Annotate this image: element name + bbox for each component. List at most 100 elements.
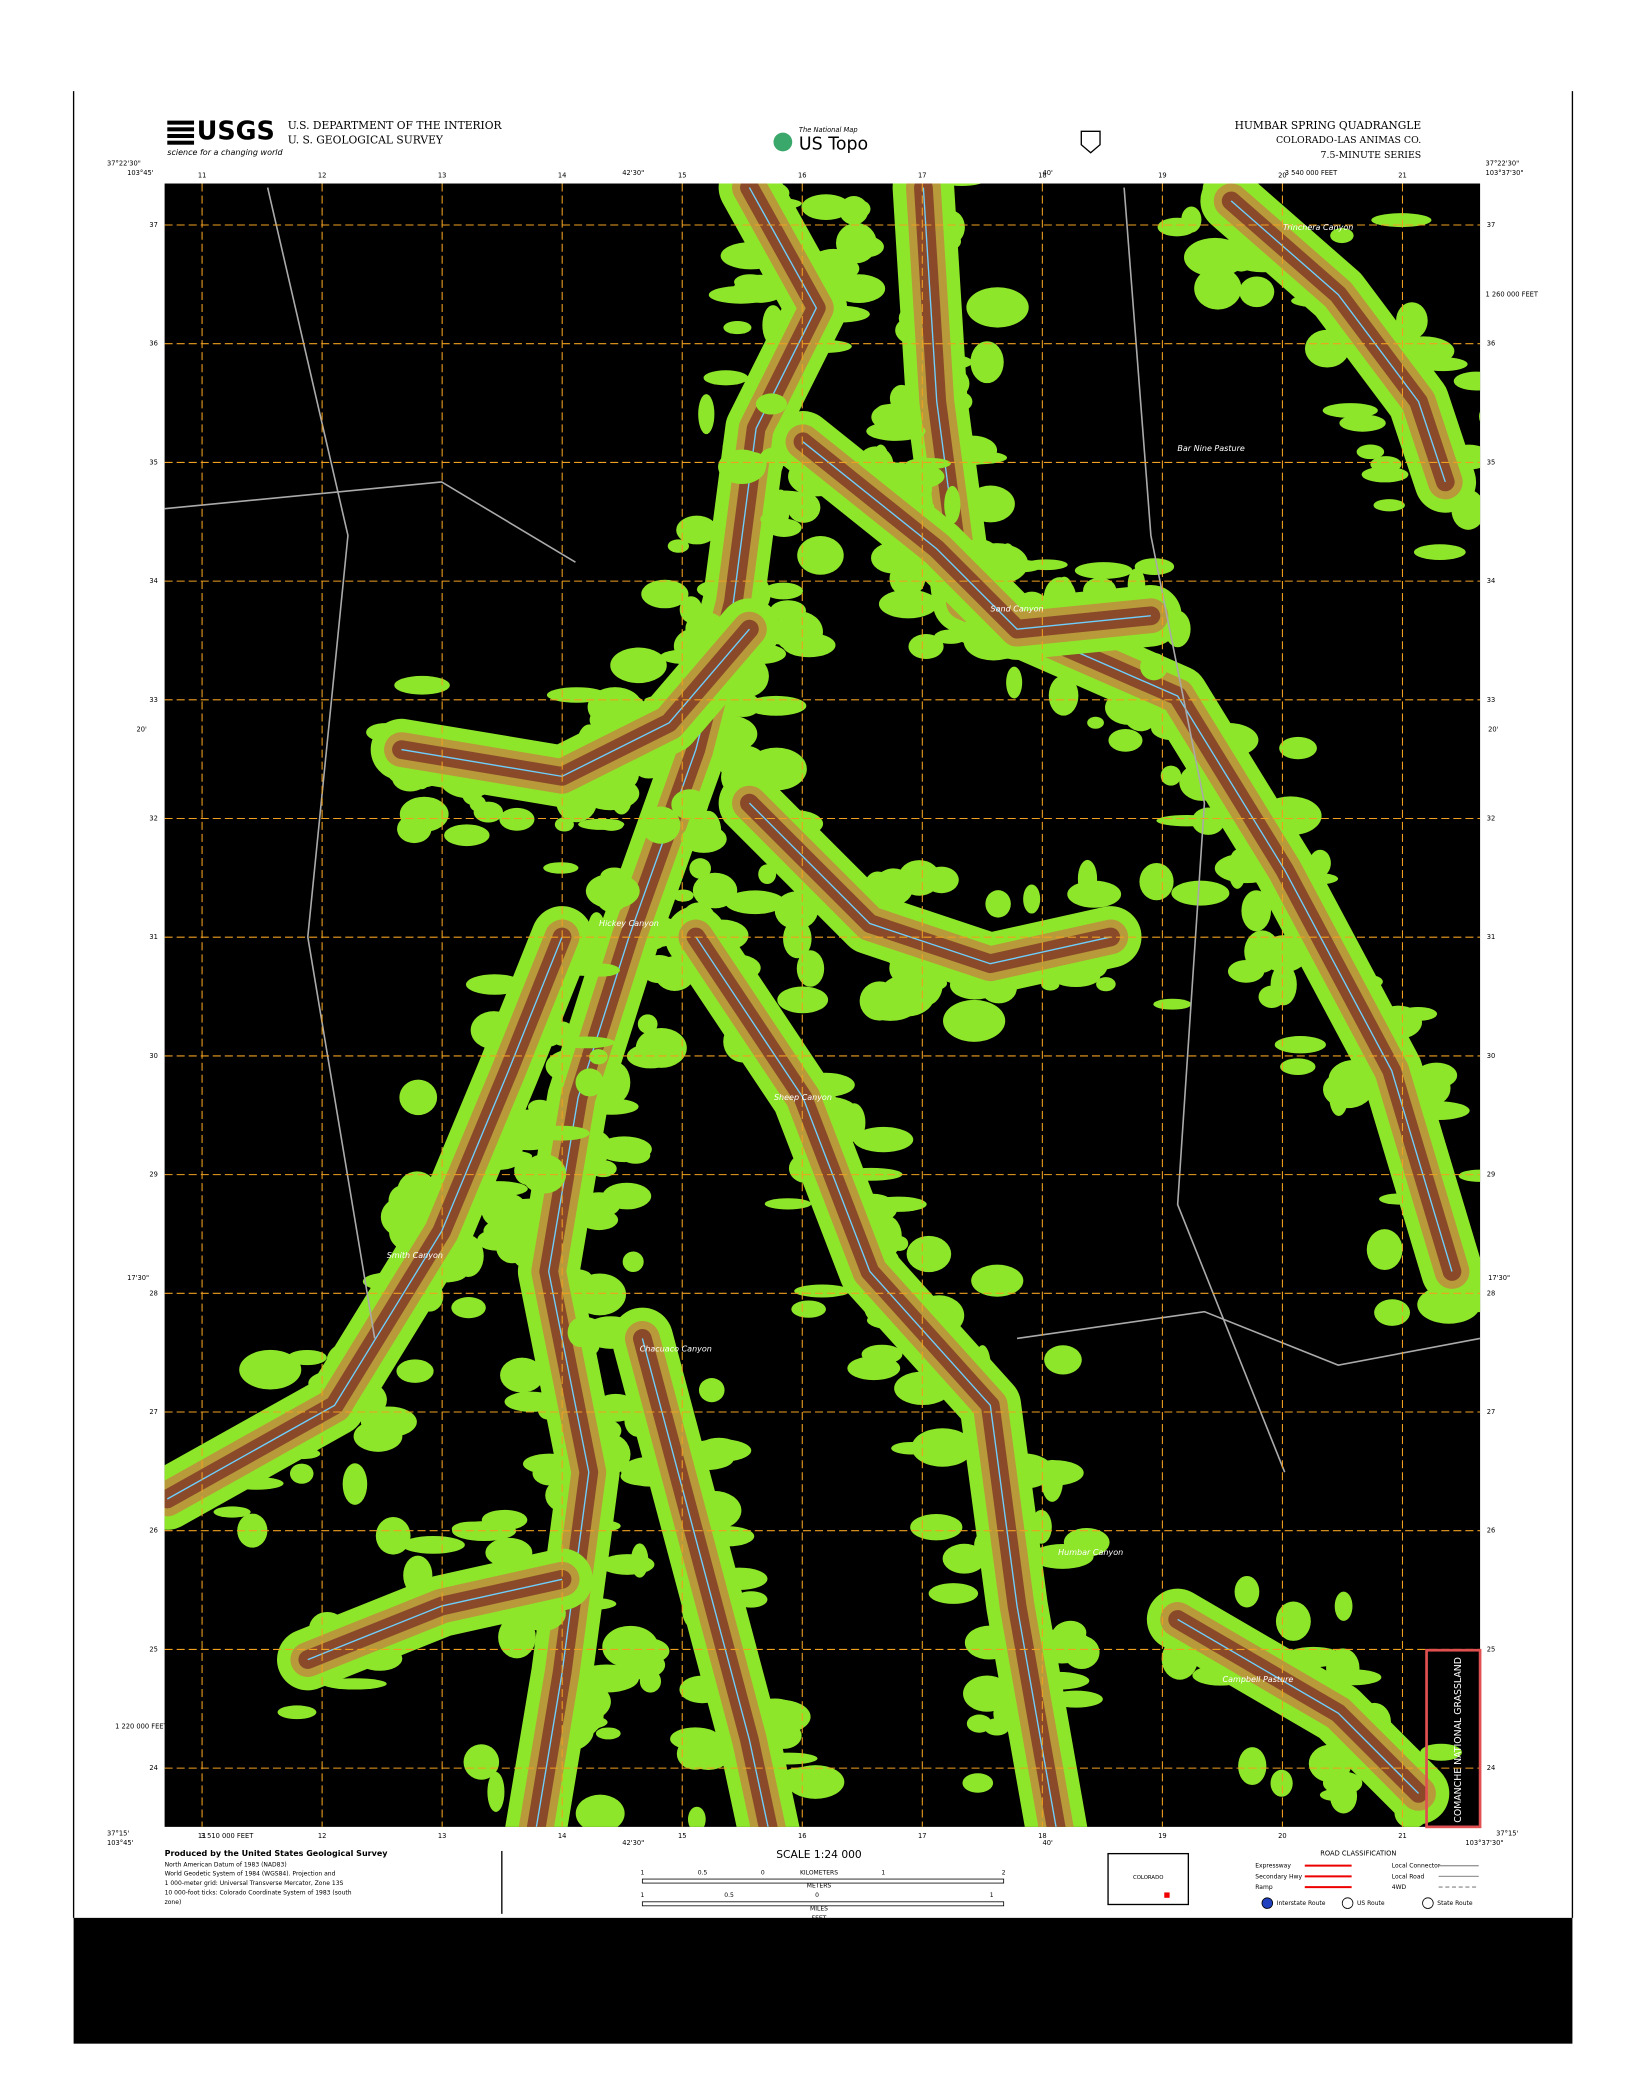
vegetation — [755, 393, 787, 415]
stream — [922, 187, 1453, 1272]
topo-logo — [773, 132, 793, 152]
place-name: Hickey Canyon — [599, 919, 659, 928]
vegetation — [966, 287, 1029, 328]
mile-tick: 1 — [990, 1892, 994, 1899]
vegetation — [589, 1049, 608, 1065]
national-map: The National Map — [799, 126, 858, 134]
coordinate-label: 1 220 000 FEET — [115, 1723, 168, 1731]
vegetation — [399, 796, 449, 832]
northing-label: 24 — [1487, 1764, 1496, 1772]
note: World Geodetic System of 1984 (WGS84). P… — [165, 1871, 336, 1878]
vegetation — [463, 1744, 500, 1780]
vegetation — [698, 394, 715, 435]
northing-label: 34 — [149, 577, 158, 585]
vegetation — [639, 1669, 662, 1693]
easting-label: 19 — [1158, 1832, 1167, 1840]
coordinate-label: 103°45' — [127, 169, 154, 177]
vegetation — [963, 1675, 1012, 1712]
northing-label: 35 — [149, 458, 158, 466]
easting-label: 15 — [678, 171, 687, 179]
easting-label: 14 — [558, 1832, 567, 1840]
vegetation — [1274, 1036, 1326, 1054]
vegetation — [910, 1514, 963, 1541]
road-type: Local Road — [1392, 1873, 1425, 1880]
vegetation — [667, 539, 690, 553]
easting-label: 17 — [918, 171, 927, 179]
coordinate-label: 37°15' — [107, 1830, 129, 1838]
vegetation — [1031, 1544, 1094, 1569]
road-legend: Expressway Secondary Hwy Ramp Local Connect… — [1255, 1863, 1479, 1909]
northing-label: 26 — [1487, 1527, 1496, 1535]
easting-label: 20 — [1278, 171, 1287, 179]
vegetation — [1171, 880, 1230, 906]
vegetation — [521, 1154, 567, 1194]
vegetation — [783, 919, 812, 959]
coordinate-label: 40' — [1042, 1839, 1053, 1847]
vegetation — [1361, 466, 1409, 483]
note: zone) — [165, 1899, 182, 1906]
coordinate-label: 3 540 000 FEET — [1285, 169, 1338, 177]
vegetation — [277, 1705, 317, 1720]
northing-label: 32 — [1487, 815, 1496, 823]
vegetation — [1280, 1058, 1316, 1075]
vegetation — [595, 1727, 621, 1740]
northing-label: 36 — [1487, 340, 1496, 348]
vegetation — [985, 890, 1011, 918]
vegetation — [1044, 1345, 1082, 1375]
vegetation — [1139, 862, 1174, 901]
state-locator — [1107, 1852, 1190, 1906]
vegetation — [487, 1771, 505, 1812]
coordinate-label: 37°22'30" — [107, 159, 141, 167]
vegetation — [703, 370, 749, 386]
vegetation — [1006, 666, 1023, 699]
vegetation — [1241, 890, 1272, 932]
vegetation — [853, 1126, 914, 1153]
coordinate-label: 103°37'30" — [1485, 169, 1523, 177]
vegetation — [1140, 652, 1168, 681]
vegetation — [1371, 213, 1432, 228]
vegetation — [1420, 1743, 1462, 1761]
vegetation — [1153, 998, 1192, 1010]
vegetation — [289, 1463, 314, 1484]
stream — [1177, 1618, 1420, 1794]
vegetation — [764, 1198, 812, 1210]
shield-label: State Route — [1437, 1900, 1473, 1907]
easting-label: 15 — [678, 1832, 687, 1840]
vegetation — [543, 862, 579, 874]
vegetation — [375, 1516, 411, 1555]
producer: Produced by the United States Geological… — [165, 1849, 389, 1858]
series: 7.5-MINUTE SERIES — [1321, 150, 1422, 161]
vegetation — [966, 1714, 992, 1733]
vegetation — [906, 1235, 952, 1273]
vegetation — [1041, 1459, 1063, 1502]
vegetation — [637, 1014, 658, 1034]
vegetation — [1227, 960, 1265, 983]
vegetation — [1234, 1575, 1260, 1608]
coordinate-label: 17'30" — [1488, 1274, 1510, 1282]
vegetation — [1322, 403, 1378, 418]
vegetation — [1366, 1229, 1403, 1271]
place-name: Smith Canyon — [387, 1251, 443, 1260]
vegetation — [859, 981, 900, 1021]
vegetation — [971, 1264, 1024, 1297]
vegetation — [1458, 1169, 1481, 1182]
vegetation — [473, 801, 504, 823]
vegetation — [786, 1765, 845, 1799]
vegetation — [594, 1393, 638, 1422]
vegetation — [866, 421, 926, 441]
northing-label: 30 — [1487, 1052, 1496, 1060]
vegetation — [891, 1441, 932, 1455]
northing-label: 27 — [149, 1408, 158, 1416]
vegetation — [905, 457, 951, 470]
vegetation — [444, 824, 490, 847]
northing-label: 37 — [149, 221, 158, 229]
vegetation — [758, 864, 777, 884]
vegetation — [342, 1463, 368, 1505]
vegetation — [723, 321, 752, 335]
coordinate-label: 37°15' — [1496, 1830, 1518, 1838]
vegetation — [534, 1125, 590, 1141]
vegetation — [1096, 977, 1116, 992]
vegetation — [1479, 411, 1481, 422]
vegetation — [1002, 559, 1043, 573]
